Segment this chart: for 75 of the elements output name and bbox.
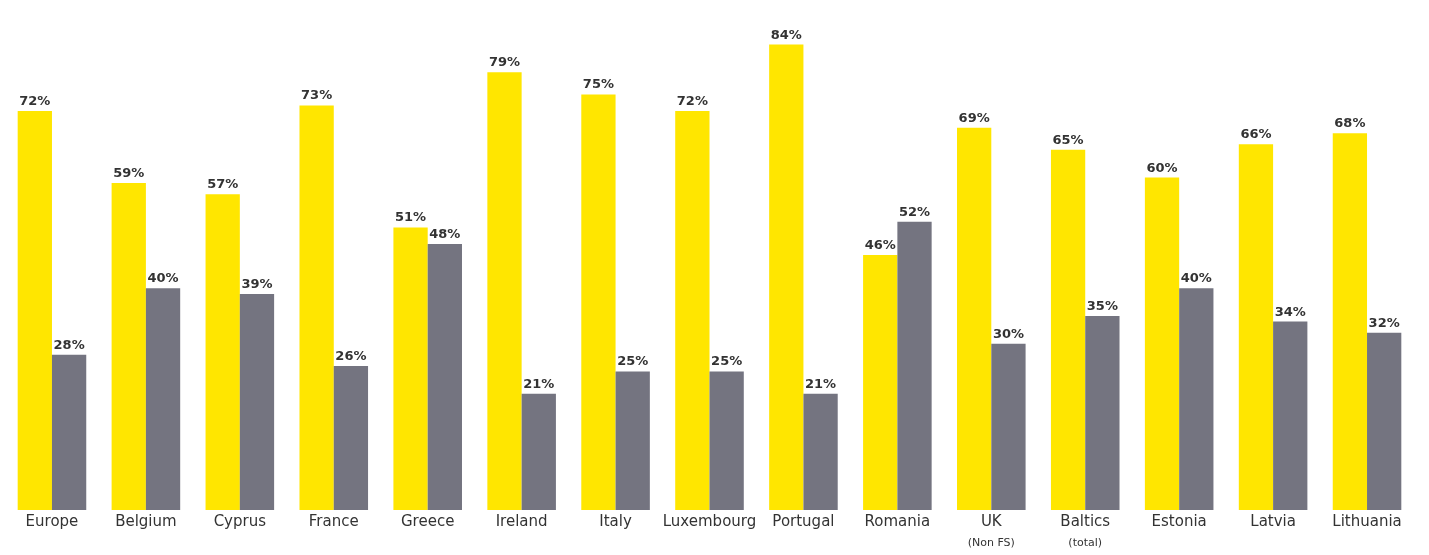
data-label: 59% xyxy=(113,165,145,181)
data-label: 57% xyxy=(207,176,239,192)
bar xyxy=(1273,321,1308,510)
data-label: 39% xyxy=(241,275,273,291)
bar xyxy=(205,194,240,510)
bar xyxy=(897,221,932,510)
bar xyxy=(1144,177,1180,510)
data-label: 72% xyxy=(676,93,708,108)
x-tick-label: Romania xyxy=(864,512,931,530)
data-label: 75% xyxy=(582,76,614,92)
data-label: 21% xyxy=(523,375,555,391)
x-tick-label: UK (Non FS) xyxy=(967,512,1015,549)
data-label: 79% xyxy=(488,54,521,70)
data-label: 21% xyxy=(805,375,837,391)
data-label: 40% xyxy=(147,270,179,286)
data-label: 69% xyxy=(958,109,990,125)
bar xyxy=(769,44,804,510)
x-tick-label: Portugal xyxy=(772,512,835,530)
bar xyxy=(675,111,710,510)
data-label: 40% xyxy=(1180,270,1212,286)
data-label: 60% xyxy=(1146,159,1178,175)
x-tick-label: France xyxy=(308,512,359,530)
data-label: 30% xyxy=(992,325,1025,341)
bar xyxy=(393,227,428,510)
x-tick-label: Belgium xyxy=(115,512,177,530)
bar xyxy=(1050,149,1086,510)
data-label: 35% xyxy=(1086,298,1118,314)
bar xyxy=(1085,316,1120,510)
data-label: 73% xyxy=(301,87,333,103)
bar xyxy=(803,393,838,510)
bar xyxy=(427,244,462,510)
x-tick-label: Estonia xyxy=(1151,512,1207,530)
data-label: 72% xyxy=(19,93,51,108)
x-tick-label: Latvia xyxy=(1250,512,1296,530)
bar xyxy=(615,371,650,510)
bar xyxy=(709,371,744,510)
data-label: 68% xyxy=(1334,115,1366,131)
data-label: 66% xyxy=(1240,126,1272,142)
bar xyxy=(145,288,181,510)
bar xyxy=(991,343,1026,510)
bar xyxy=(581,94,616,510)
bar xyxy=(333,365,369,510)
data-label: 25% xyxy=(617,353,649,369)
data-label: 51% xyxy=(394,209,427,225)
data-label: 28% xyxy=(53,336,85,352)
bar xyxy=(957,127,992,510)
data-label: 25% xyxy=(711,353,743,369)
bar xyxy=(239,293,275,510)
data-label: 32% xyxy=(1368,314,1400,330)
bar xyxy=(1332,133,1368,510)
data-label: 65% xyxy=(1052,131,1084,147)
data-label: 52% xyxy=(898,203,931,219)
bar xyxy=(299,105,334,510)
bar xyxy=(111,183,146,510)
bar xyxy=(1179,288,1214,510)
data-label: 26% xyxy=(335,347,367,363)
bar xyxy=(1367,332,1402,510)
x-tick-label: Lithuania xyxy=(1332,512,1402,530)
bar xyxy=(1238,144,1274,510)
data-label: 84% xyxy=(770,26,802,42)
bar xyxy=(17,111,52,510)
data-label: 48% xyxy=(429,226,461,241)
bar xyxy=(487,72,522,510)
x-tick-label: Luxembourg xyxy=(662,512,757,530)
x-tick-label: Ireland xyxy=(495,512,548,530)
x-tick-label: Cyprus xyxy=(213,512,267,530)
data-label: 46% xyxy=(864,237,896,253)
x-tick-label: Baltics (total) xyxy=(1060,512,1111,549)
data-label: 34% xyxy=(1274,303,1306,319)
bar xyxy=(863,255,898,510)
x-tick-label: Europe xyxy=(25,512,79,530)
bar xyxy=(521,393,556,510)
x-tick-label: Greece xyxy=(401,512,455,530)
x-tick-label: Italy xyxy=(599,512,632,530)
bar xyxy=(51,354,87,510)
